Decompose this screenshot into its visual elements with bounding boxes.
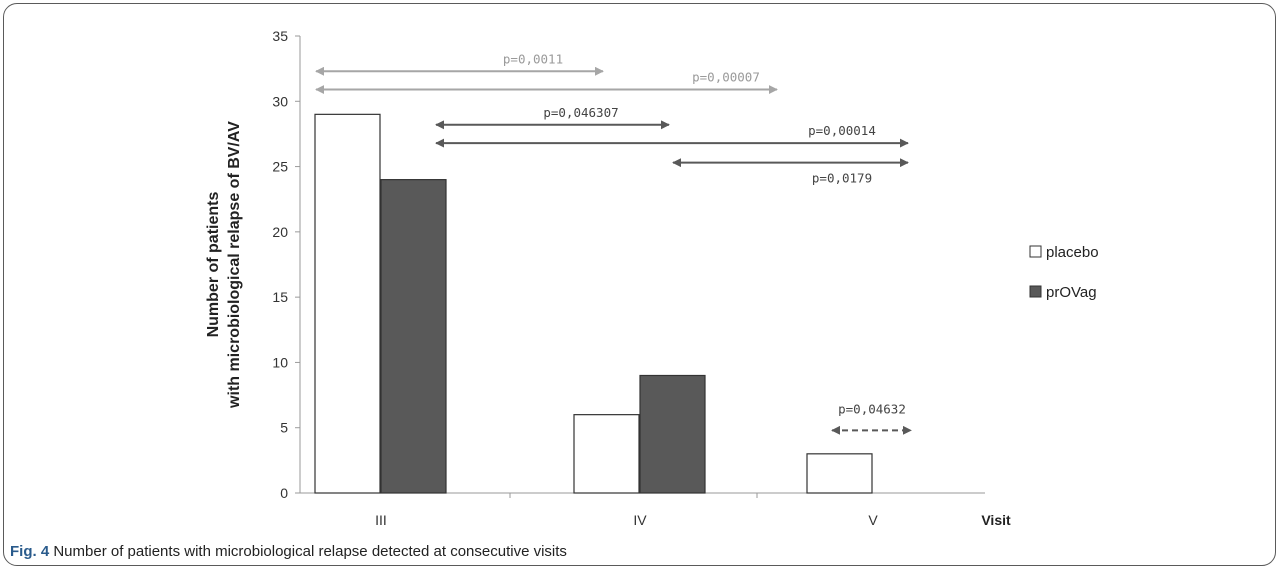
x-axis-title: Visit [981, 512, 1011, 528]
p-value-label: p=0,0179 [812, 171, 872, 186]
bar-prOVag-IV [639, 374, 706, 494]
bar-placebo-IV [573, 414, 640, 494]
x-tick-label: III [375, 512, 387, 528]
y-tick-label: 5 [280, 420, 288, 436]
p-value-label: p=0,0011 [503, 51, 563, 66]
p-value-label: p=0,00007 [692, 70, 760, 85]
x-tick-label: IV [633, 512, 647, 528]
legend-label-prOVag: prOVag [1046, 284, 1097, 301]
y-axis-title: Number of patients with microbiological r… [205, 121, 243, 409]
y-axis-title-line: Number of patients [205, 192, 222, 338]
p-value-label: p=0,00014 [808, 123, 876, 138]
legend-label-placebo: placebo [1046, 244, 1099, 261]
y-tick-label: 25 [272, 159, 288, 175]
y-axis-title-line: with microbiological relapse of BV/AV [226, 121, 243, 409]
y-tick-label: 30 [272, 93, 288, 109]
legend-swatch-prOVag [1029, 285, 1042, 298]
x-tick-label: V [868, 512, 878, 528]
y-tick-label: 10 [272, 354, 288, 370]
figure-label: Fig. 4 [10, 543, 50, 560]
bar-placebo-V [806, 453, 873, 494]
p-value-label: p=0,046307 [543, 105, 618, 120]
y-tick-label: 35 [272, 28, 288, 44]
bar-placebo-III [314, 113, 381, 494]
y-tick-label: 20 [272, 224, 288, 240]
y-tick-label: 15 [272, 289, 288, 305]
caption-text: Number of patients with microbiological … [49, 543, 567, 560]
figure-caption: Fig. 4 Number of patients with microbiol… [10, 543, 567, 560]
y-tick-label: 0 [280, 485, 288, 501]
p-value-label: p=0,04632 [838, 401, 906, 416]
bar-prOVag-III [380, 179, 447, 494]
legend-swatch-placebo [1029, 245, 1042, 258]
